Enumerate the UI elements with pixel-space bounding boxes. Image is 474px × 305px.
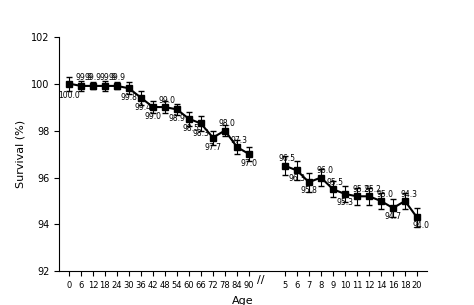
Text: 98.3: 98.3 bbox=[192, 129, 210, 138]
Text: 95.8: 95.8 bbox=[301, 186, 318, 195]
Text: 96.0: 96.0 bbox=[316, 166, 333, 175]
Text: //: // bbox=[257, 275, 264, 285]
Text: 95.5: 95.5 bbox=[327, 178, 344, 187]
Text: 98.0: 98.0 bbox=[219, 119, 236, 128]
Text: 99.8: 99.8 bbox=[120, 93, 137, 102]
Text: 95.2: 95.2 bbox=[352, 185, 369, 194]
Text: 99.9: 99.9 bbox=[84, 74, 101, 82]
Text: 94.7: 94.7 bbox=[384, 212, 401, 221]
Text: 95.2: 95.2 bbox=[364, 185, 381, 194]
Text: 99.9: 99.9 bbox=[109, 74, 126, 82]
Text: 99.9: 99.9 bbox=[100, 74, 117, 82]
Text: 99.0: 99.0 bbox=[159, 96, 176, 105]
X-axis label: Age: Age bbox=[232, 296, 254, 305]
Text: 98.5: 98.5 bbox=[183, 124, 200, 133]
Text: 94.0: 94.0 bbox=[412, 221, 429, 230]
Text: 99.4: 99.4 bbox=[135, 103, 152, 112]
Text: 95.0: 95.0 bbox=[376, 190, 393, 199]
Y-axis label: Survival (%): Survival (%) bbox=[16, 120, 26, 188]
Text: 99.0: 99.0 bbox=[145, 112, 161, 121]
Text: 99.9: 99.9 bbox=[76, 74, 93, 82]
Text: 97.3: 97.3 bbox=[231, 136, 248, 145]
Text: 94.3: 94.3 bbox=[400, 190, 417, 199]
Text: 100.0: 100.0 bbox=[58, 91, 80, 100]
Text: 95.3: 95.3 bbox=[337, 198, 354, 207]
Text: 96.3: 96.3 bbox=[289, 174, 305, 183]
Text: 98.9: 98.9 bbox=[168, 114, 185, 124]
Text: 97.0: 97.0 bbox=[240, 159, 257, 168]
Text: 97.7: 97.7 bbox=[204, 143, 221, 152]
Text: 96.5: 96.5 bbox=[279, 154, 296, 163]
